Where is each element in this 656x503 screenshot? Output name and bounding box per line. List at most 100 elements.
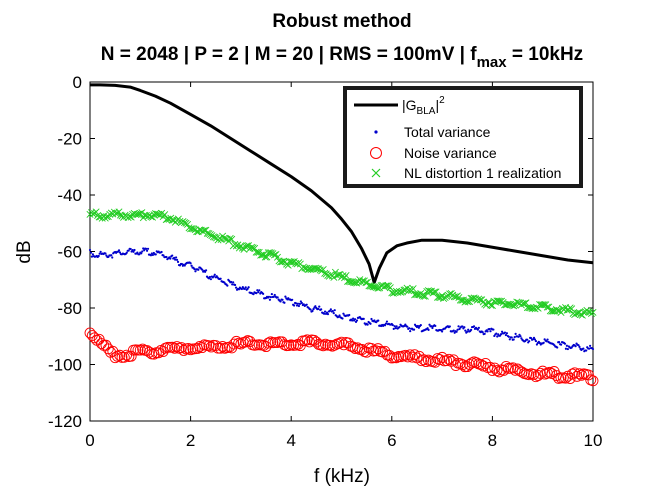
noise-variance-point: [502, 362, 514, 374]
total-variance-point: [281, 298, 284, 301]
nl-distortion-point: [278, 258, 286, 266]
legend-label-noise-variance: Noise variance: [404, 145, 497, 161]
noise-variance-point: [443, 353, 455, 365]
total-variance-point: [145, 249, 149, 252]
total-variance-point: [117, 249, 121, 252]
nl-distortion-point: [494, 297, 503, 305]
total-variance-point: [276, 296, 279, 299]
series-line-gbla: [90, 83, 594, 285]
subtitle-prefix: N = 2048 | P = 2 | M = 20 | RMS = 100mV …: [101, 44, 477, 65]
noise-variance-point: [336, 336, 347, 348]
total-variance-point: [488, 327, 491, 331]
total-variance-point: [174, 258, 177, 261]
subtitle-subscript: max: [477, 54, 508, 71]
total-variance-point: [508, 338, 511, 341]
total-variance-point: [463, 326, 466, 329]
nl-distortion-point: [430, 288, 438, 296]
total-variance-point: [352, 317, 355, 320]
total-variance-point: [578, 345, 581, 348]
total-variance-point: [322, 312, 326, 315]
total-variance-point: [125, 251, 128, 254]
total-variance-point: [252, 293, 255, 296]
total-variance-point: [194, 270, 197, 273]
total-variance-point: [111, 256, 114, 259]
total-variance-point: [312, 308, 315, 311]
total-variance-point: [267, 295, 271, 298]
total-variance-point: [293, 304, 296, 307]
nl-distortion-point: [258, 251, 266, 259]
y-tick-label: -60: [57, 243, 82, 262]
y-tick-label: -40: [57, 186, 82, 205]
total-variance-point: [495, 332, 498, 335]
total-variance-point: [394, 327, 397, 330]
total-variance-point: [398, 325, 401, 329]
total-variance-point: [467, 328, 470, 331]
total-variance-point: [317, 307, 320, 310]
nl-distortion-point: [383, 282, 391, 290]
total-variance-point: [342, 312, 345, 315]
noise-variance-point: [402, 351, 414, 363]
total-variance-point: [565, 344, 568, 347]
nl-distortion-point: [432, 288, 440, 296]
plot-area: 0 2 4 6 8 10 0 -20 -40 -60 -80 -100 -120: [48, 73, 602, 450]
total-variance-point: [519, 335, 522, 338]
total-variance-point: [503, 331, 507, 334]
noise-variance-point: [434, 354, 446, 366]
total-variance-point: [279, 300, 282, 303]
total-variance-point: [341, 317, 344, 320]
nl-distortion-point: [228, 235, 236, 243]
total-variance-point: [456, 328, 459, 331]
total-variance-point: [283, 301, 286, 304]
nl-distortion-point: [89, 210, 97, 218]
subtitle-suffix: = 10kHz: [507, 44, 584, 65]
y-tick-label: 0: [73, 73, 82, 92]
total-variance-point: [441, 330, 444, 333]
legend-swatch-noise-variance: [370, 147, 382, 159]
total-variance-point: [145, 247, 148, 251]
noise-variance-point: [441, 355, 453, 366]
nl-distortion-point: [264, 249, 272, 257]
total-variance-point: [430, 325, 433, 328]
noise-variance-point: [214, 342, 226, 354]
total-variance-point: [219, 277, 222, 280]
nl-distortion-point: [577, 310, 585, 318]
total-variance-point: [486, 330, 489, 333]
total-variance-point: [136, 251, 139, 254]
total-variance-point: [208, 275, 212, 279]
series-group-2: [84, 327, 599, 387]
noise-variance-point: [450, 360, 462, 371]
nl-distortion-point: [382, 282, 390, 290]
total-variance-point: [90, 255, 94, 258]
total-variance-point: [582, 347, 585, 350]
total-variance-point: [326, 312, 330, 316]
total-variance-point: [412, 328, 416, 331]
total-variance-point: [370, 317, 373, 321]
total-variance-point: [151, 253, 154, 257]
total-variance-point: [298, 302, 302, 306]
total-variance-point: [355, 319, 359, 322]
nl-distortion-point: [342, 271, 350, 280]
noise-variance-point: [573, 368, 585, 380]
total-variance-point: [133, 248, 136, 252]
total-variance-point: [193, 268, 196, 271]
total-variance-point: [270, 292, 273, 296]
total-variance-point: [510, 336, 513, 339]
noise-variance-point: [333, 337, 345, 349]
total-variance-point: [481, 331, 484, 334]
total-variance-point: [338, 314, 341, 317]
total-variance-point: [391, 323, 394, 327]
nl-distortion-point: [420, 292, 428, 300]
total-variance-point: [392, 327, 395, 330]
noise-variance-point: [370, 345, 382, 357]
total-variance-point: [558, 341, 561, 344]
total-variance-point: [110, 254, 113, 257]
total-variance-point: [505, 332, 509, 335]
total-variance-point: [190, 264, 193, 267]
total-variance-point: [585, 349, 588, 352]
total-variance-point: [165, 255, 168, 259]
nl-distortion-point: [589, 308, 597, 316]
total-variance-point: [512, 338, 515, 341]
nl-distortion-point: [395, 288, 403, 296]
x-tick-label: 8: [488, 431, 497, 450]
total-variance-point: [273, 293, 276, 297]
